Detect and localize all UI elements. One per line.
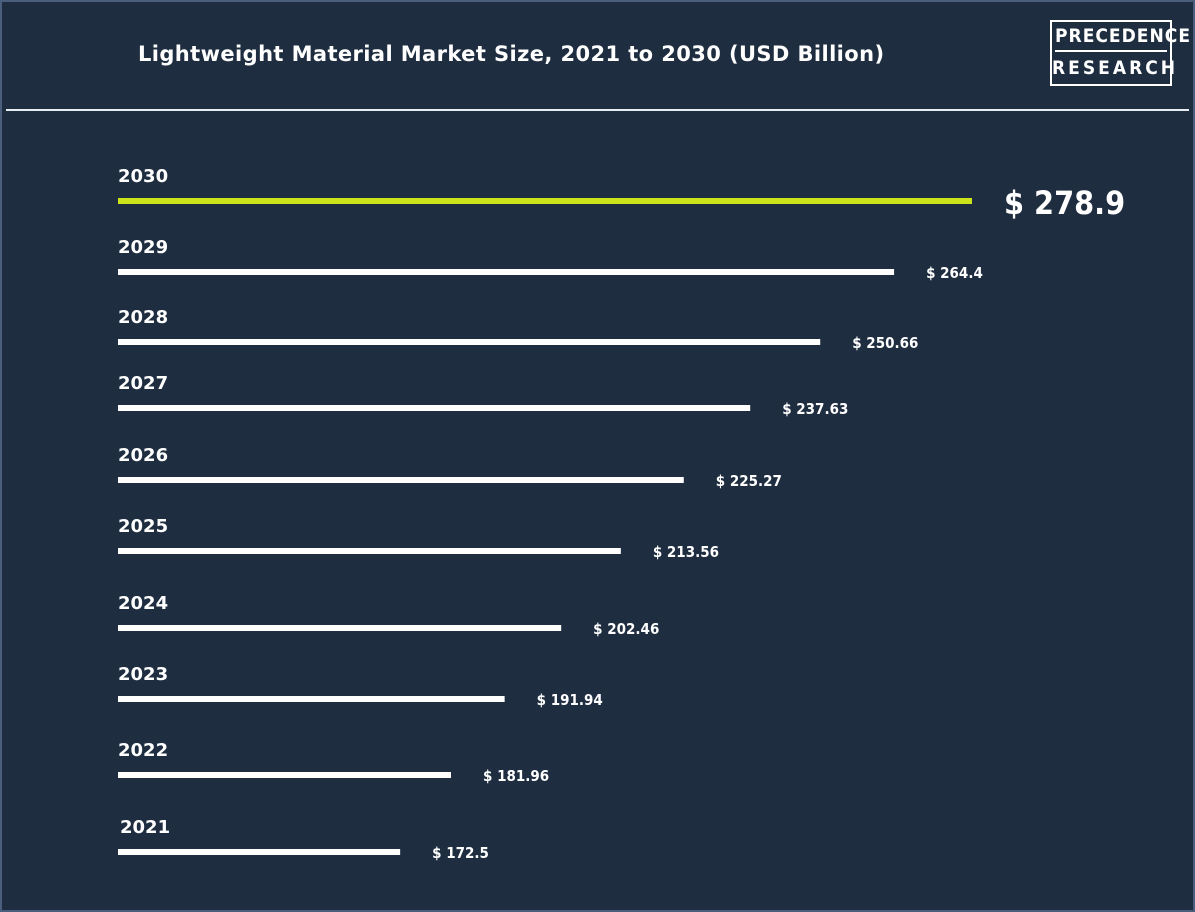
year-label-2030: 2030: [118, 166, 168, 187]
year-label-2022: 2022: [118, 740, 168, 761]
year-label-2029: 2029: [118, 237, 168, 258]
bar-2024: [118, 625, 562, 631]
bar-2022: [118, 772, 452, 778]
year-label-2027: 2027: [118, 373, 168, 394]
value-label-2029: $ 264.4: [926, 264, 983, 282]
value-label-2030: $ 278.9: [1004, 184, 1125, 222]
year-label-2021: 2021: [120, 817, 170, 838]
brand-logo: PRECEDENCE RESEARCH: [1050, 20, 1190, 86]
bar-2028: [118, 339, 821, 345]
value-label-2027: $ 237.63: [782, 400, 848, 418]
logo-line-1: PRECEDENCE: [1055, 22, 1190, 52]
logo-line-2: RESEARCH: [1052, 57, 1179, 79]
header-divider: [6, 109, 1189, 111]
value-label-2028: $ 250.66: [852, 334, 918, 352]
value-label-2023: $ 191.94: [537, 691, 603, 709]
bar-2027: [118, 405, 751, 411]
bar-2026: [118, 477, 684, 483]
year-label-2023: 2023: [118, 664, 168, 685]
year-label-2026: 2026: [118, 445, 168, 466]
value-label-2022: $ 181.96: [483, 767, 549, 785]
value-label-2024: $ 202.46: [593, 620, 659, 638]
value-label-2021: $ 172.5: [432, 844, 489, 862]
year-label-2028: 2028: [118, 307, 168, 328]
bar-2023: [118, 696, 505, 702]
year-label-2025: 2025: [118, 516, 168, 537]
year-label-2024: 2024: [118, 593, 168, 614]
bar-2029: [118, 269, 895, 275]
bar-2021: [118, 849, 401, 855]
chart-title: Lightweight Material Market Size, 2021 t…: [138, 42, 885, 66]
bar-2025: [118, 548, 621, 554]
bar-2030: [118, 198, 972, 204]
value-label-2026: $ 225.27: [716, 472, 782, 490]
value-label-2025: $ 213.56: [653, 543, 719, 561]
